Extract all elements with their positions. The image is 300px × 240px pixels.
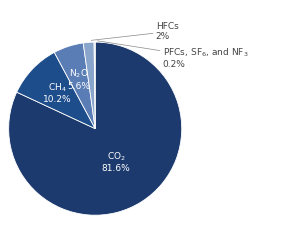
Wedge shape bbox=[83, 42, 95, 129]
Wedge shape bbox=[17, 52, 95, 129]
Wedge shape bbox=[94, 42, 95, 129]
Text: HFCs
2%: HFCs 2% bbox=[91, 22, 178, 42]
Wedge shape bbox=[9, 42, 182, 215]
Wedge shape bbox=[54, 43, 95, 129]
Text: CO$_2$
81.6%: CO$_2$ 81.6% bbox=[102, 150, 130, 173]
Text: PFCs, SF$_6$, and NF$_3$
0.2%: PFCs, SF$_6$, and NF$_3$ 0.2% bbox=[98, 41, 248, 69]
Text: N$_2$O
5.6%: N$_2$O 5.6% bbox=[68, 68, 91, 91]
Text: CH$_4$
10.2%: CH$_4$ 10.2% bbox=[43, 82, 72, 104]
